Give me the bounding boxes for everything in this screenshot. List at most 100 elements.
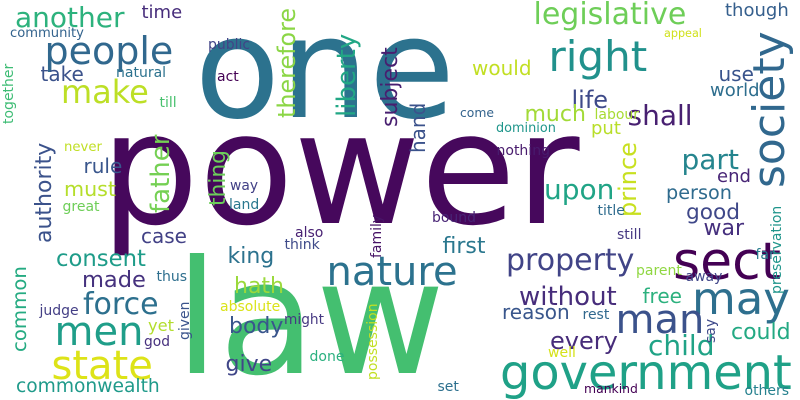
word-made: made	[82, 266, 146, 293]
word-men: men	[54, 309, 144, 355]
word-give: give	[225, 352, 273, 377]
word-person: person	[666, 180, 732, 204]
word-together: together	[1, 63, 17, 124]
word-come: come	[460, 106, 495, 120]
word-still: still	[617, 227, 642, 243]
word-others: others	[744, 383, 790, 399]
word-body: body	[229, 314, 284, 339]
word-upon: upon	[544, 173, 615, 206]
word-society: society	[744, 30, 795, 188]
word-another: another	[15, 1, 125, 34]
word-must: must	[64, 176, 116, 201]
word-time: time	[141, 2, 183, 23]
word-god: god	[144, 334, 170, 350]
word-hath: hath	[234, 274, 284, 299]
word-take: take	[40, 62, 84, 86]
word-title: title	[597, 203, 625, 219]
word-community: community	[10, 25, 84, 41]
word-man: man	[615, 297, 705, 343]
word-property: property	[506, 243, 635, 278]
word-subject: subject	[378, 47, 403, 127]
word-force: force	[83, 287, 159, 322]
word-legislative: legislative	[533, 0, 687, 32]
word-government: government	[500, 346, 792, 400]
word-right: right	[548, 32, 648, 81]
word-dominion: dominion	[496, 120, 556, 136]
word-authority: authority	[32, 142, 57, 243]
word-good: good	[686, 200, 741, 225]
word-act: act	[217, 69, 239, 85]
word-rule: rule	[83, 154, 123, 178]
word-till: till	[159, 95, 177, 111]
word-case: case	[141, 224, 187, 248]
word-law: law	[175, 227, 445, 400]
word-also: also	[295, 225, 324, 241]
word-commonwealth: commonwealth	[16, 375, 160, 397]
word-bound: bound	[432, 210, 476, 226]
word-one: one	[194, 0, 456, 151]
word-power: power	[100, 79, 580, 260]
word-free: free	[642, 284, 682, 308]
word-say: say	[703, 318, 719, 343]
word-never: never	[64, 139, 102, 155]
word-might: might	[284, 312, 325, 328]
word-think: think	[284, 237, 320, 253]
word-much: much	[524, 102, 586, 127]
word-make: make	[61, 73, 149, 111]
word-may: may	[692, 271, 790, 325]
word-done: done	[309, 349, 345, 365]
word-shall: shall	[627, 99, 693, 132]
word-end: end	[717, 166, 751, 187]
word-people: people	[44, 29, 174, 73]
word-reason: reason	[502, 300, 570, 324]
word-nothing: nothing	[496, 143, 550, 159]
word-possession: possession	[365, 302, 381, 380]
word-part: part	[681, 143, 739, 176]
word-life: life	[571, 86, 609, 114]
word-set: set	[437, 379, 459, 395]
word-preservation: preservation	[769, 205, 785, 294]
word-liberty: liberty	[332, 33, 362, 117]
word-therefore: therefore	[273, 7, 301, 118]
word-nature: nature	[326, 249, 458, 295]
word-yet: yet	[148, 316, 174, 335]
word-mankind: mankind	[584, 381, 638, 396]
word-absolute: absolute	[220, 299, 281, 315]
word-use: use	[718, 62, 754, 86]
word-war: war	[703, 216, 745, 241]
word-consent: consent	[56, 245, 146, 272]
word-appeal: appeal	[664, 26, 702, 40]
word-land: land	[229, 197, 260, 213]
word-king: king	[227, 244, 275, 269]
word-thing: thing	[206, 150, 231, 206]
word-judge: judge	[39, 303, 79, 319]
word-natural: natural	[116, 65, 167, 81]
word-given: given	[177, 300, 193, 340]
word-great: great	[62, 199, 100, 215]
word-state: state	[51, 343, 153, 389]
word-rest: rest	[582, 307, 610, 323]
word-child: child	[648, 329, 715, 362]
word-world: world	[710, 80, 760, 101]
word-labour: labour	[594, 107, 640, 123]
word-hand: hand	[406, 102, 430, 153]
word-way: way	[230, 178, 259, 194]
word-well: well	[548, 345, 576, 361]
word-public: public	[208, 37, 251, 53]
word-away: away	[685, 269, 723, 285]
word-thus: thus	[156, 269, 188, 285]
word-put: put	[591, 118, 621, 139]
word-though: though	[725, 0, 789, 21]
word-sect: sect	[673, 232, 782, 292]
word-far: far	[755, 247, 775, 263]
word-without: without	[519, 282, 617, 312]
word-parent: parent	[636, 263, 682, 279]
word-father: father	[146, 134, 176, 213]
word-common: common	[8, 266, 31, 352]
word-every: every	[550, 327, 618, 355]
word-could: could	[731, 320, 791, 345]
word-family: family	[369, 214, 385, 258]
word-first: first	[442, 234, 486, 259]
word-would: would	[472, 56, 532, 80]
